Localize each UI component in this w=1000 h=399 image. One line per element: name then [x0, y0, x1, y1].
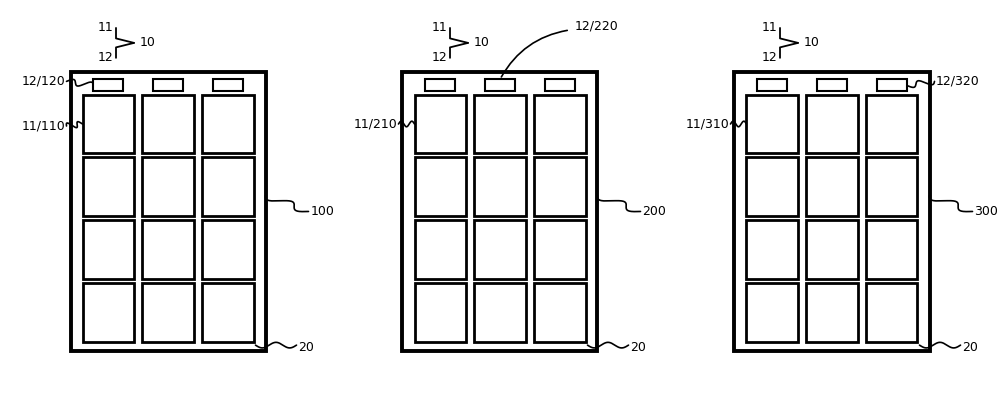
Text: 20: 20 — [631, 341, 646, 354]
Bar — [474, 283, 526, 342]
Bar — [142, 220, 194, 279]
Bar — [746, 220, 798, 279]
Bar — [415, 283, 466, 342]
Bar — [534, 95, 586, 154]
Bar — [474, 220, 526, 279]
Bar — [746, 283, 798, 342]
Bar — [806, 283, 858, 342]
Bar — [70, 72, 266, 351]
Bar — [202, 220, 254, 279]
Bar — [415, 158, 466, 216]
Bar — [806, 158, 858, 216]
Bar — [534, 158, 586, 216]
Bar — [142, 158, 194, 216]
Text: 12/220: 12/220 — [575, 20, 619, 32]
Text: 20: 20 — [299, 341, 314, 354]
Bar — [866, 220, 917, 279]
Bar — [153, 79, 183, 91]
Text: 10: 10 — [804, 36, 820, 49]
Text: 12/120: 12/120 — [22, 75, 66, 88]
Text: 11/210: 11/210 — [354, 117, 397, 130]
Text: 11: 11 — [98, 22, 114, 34]
Bar — [757, 79, 787, 91]
Bar — [142, 95, 194, 154]
Bar — [877, 79, 907, 91]
Bar — [806, 220, 858, 279]
Bar — [806, 95, 858, 154]
Text: 12: 12 — [432, 51, 448, 64]
Bar — [142, 283, 194, 342]
Text: 300: 300 — [974, 205, 998, 218]
Bar — [82, 95, 134, 154]
Text: 100: 100 — [310, 205, 334, 218]
Text: 11: 11 — [432, 22, 448, 34]
Text: 12/320: 12/320 — [936, 75, 979, 88]
Bar — [866, 283, 917, 342]
Bar — [534, 220, 586, 279]
Bar — [402, 72, 597, 351]
Bar — [746, 158, 798, 216]
Bar — [866, 95, 917, 154]
Bar — [485, 79, 515, 91]
Text: 10: 10 — [474, 36, 490, 49]
Bar — [866, 158, 917, 216]
Bar — [202, 95, 254, 154]
Bar — [93, 79, 123, 91]
Bar — [415, 95, 466, 154]
Text: 12: 12 — [762, 51, 778, 64]
Bar — [734, 72, 930, 351]
Bar — [534, 283, 586, 342]
Bar — [82, 158, 134, 216]
Bar — [746, 95, 798, 154]
Bar — [474, 95, 526, 154]
Text: 11/110: 11/110 — [22, 119, 66, 132]
Bar — [82, 220, 134, 279]
Text: 200: 200 — [643, 205, 666, 218]
Bar — [425, 79, 455, 91]
Text: 12: 12 — [98, 51, 114, 64]
Bar — [545, 79, 575, 91]
Text: 10: 10 — [140, 36, 156, 49]
Bar — [202, 158, 254, 216]
Bar — [202, 283, 254, 342]
Text: 20: 20 — [962, 341, 978, 354]
Text: 11: 11 — [762, 22, 778, 34]
Bar — [474, 158, 526, 216]
Bar — [82, 283, 134, 342]
Text: 11/310: 11/310 — [686, 117, 729, 130]
Bar — [213, 79, 243, 91]
Bar — [415, 220, 466, 279]
Bar — [817, 79, 847, 91]
